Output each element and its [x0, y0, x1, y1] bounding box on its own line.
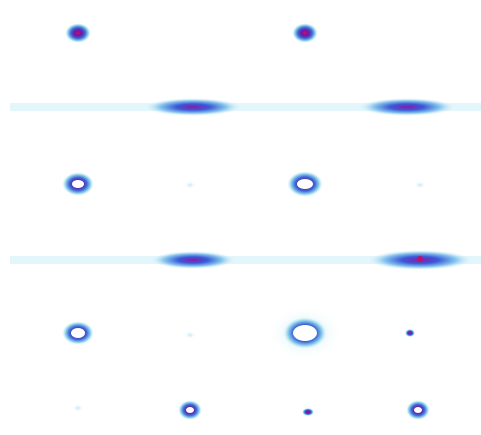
streak-spot	[151, 251, 235, 269]
spot	[292, 23, 318, 43]
small-spot	[302, 408, 314, 416]
small-spot	[405, 329, 415, 337]
spot-core	[71, 328, 85, 338]
spot-core	[186, 407, 194, 413]
faint-spot	[184, 331, 196, 339]
faint-spot	[72, 404, 84, 412]
spot	[65, 23, 91, 43]
spot-core	[72, 180, 84, 188]
streak-spot	[359, 98, 455, 116]
background	[0, 0, 481, 435]
spot-core	[297, 179, 313, 189]
diffraction-pattern	[0, 0, 481, 435]
spot-core	[293, 325, 317, 341]
streak-spot	[145, 98, 241, 116]
faint-spot	[414, 181, 426, 189]
spot-core	[414, 407, 422, 413]
page: (() => { const data = JSON.parse(documen…	[0, 0, 481, 435]
faint-spot	[184, 181, 196, 189]
streak-core	[417, 256, 423, 262]
